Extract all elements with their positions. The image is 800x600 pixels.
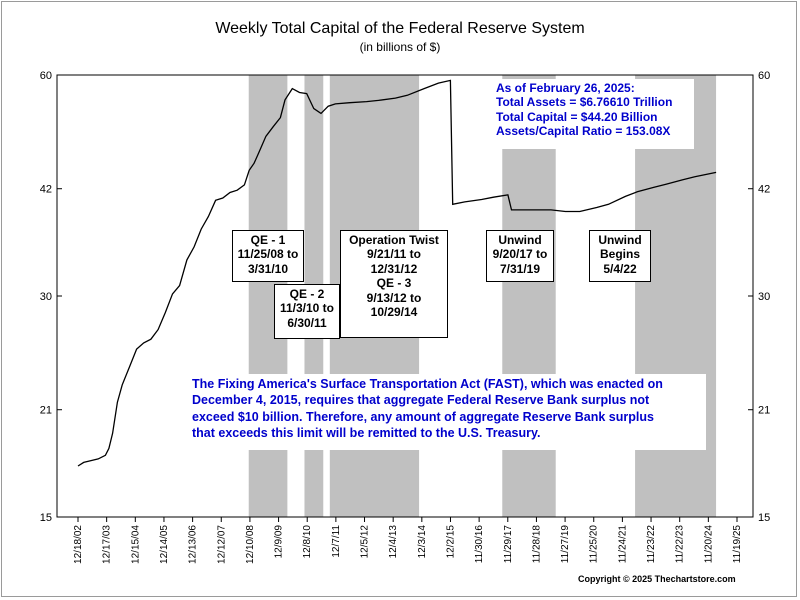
unwind1-line-3: 7/31/19 (499, 261, 541, 276)
x-tick-label: 11/22/23 (675, 525, 686, 564)
twist-line-6: 10/29/14 (370, 304, 418, 319)
as-of-box: As of February 26, 2025: Total Assets = … (492, 79, 694, 149)
x-tick-label: 12/10/08 (245, 525, 256, 564)
qe2-box: QE - 2 11/3/10 to 6/30/11 (274, 284, 340, 339)
fast-line-2: December 4, 2015, requires that aggregat… (192, 393, 650, 408)
fast-act-note: The Fixing America's Surface Transportat… (186, 374, 706, 450)
copyright-text: Copyright © 2025 Thechartstore.com (578, 574, 736, 584)
x-tick-label: 11/30/16 (474, 525, 485, 564)
x-tick-label: 11/23/22 (646, 525, 657, 564)
y-tick-label-left: 21 (40, 405, 52, 417)
chart-title: Weekly Total Capital of the Federal Rese… (215, 20, 585, 37)
unwind1-line-2: 9/20/17 to (492, 247, 548, 262)
unwind2-line-3: 5/4/22 (603, 261, 637, 276)
y-axis-right: 15 21 30 42 60 (748, 70, 770, 524)
x-tick-label: 12/15/04 (130, 525, 141, 564)
y-tick-label-right: 42 (758, 184, 770, 196)
as-of-line-2: Total Assets = $6.76610 Trillion (496, 95, 673, 110)
y-tick-label-left: 15 (40, 512, 52, 524)
x-tick-label: 11/28/18 (531, 525, 542, 564)
x-tick-label: 11/27/19 (560, 525, 571, 564)
x-tick-label: 12/8/10 (302, 525, 313, 559)
x-tick-label: 11/20/24 (703, 525, 714, 564)
x-tick-label: 12/3/14 (417, 525, 428, 559)
unwind2-box: Unwind Begins 5/4/22 (589, 230, 651, 282)
fast-line-4: that exceeds this limit will be remitted… (192, 425, 541, 440)
y-tick-label-right: 15 (758, 512, 770, 524)
twist-line-5: 9/13/12 to (366, 290, 422, 305)
x-tick-label: 12/18/02 (73, 525, 84, 564)
x-tick-label: 11/24/21 (617, 525, 628, 564)
fast-line-1: The Fixing America's Surface Transportat… (192, 377, 663, 391)
series-line-total-capital (77, 79, 717, 467)
unwind2-line-1: Unwind (598, 233, 642, 247)
x-tick-label: 12/14/05 (159, 525, 170, 564)
as-of-line-3: Total Capital = $44.20 Billion (496, 109, 658, 124)
x-tick-label: 11/29/17 (503, 525, 514, 564)
unwind1-line-1: Unwind (498, 233, 542, 247)
qe1-box: QE - 1 11/25/08 to 3/31/10 (232, 230, 304, 282)
twist-line-1: Operation Twist (349, 233, 439, 247)
y-axis-left: 15 21 30 42 60 (40, 70, 62, 524)
y-tick-label-left: 42 (40, 184, 52, 196)
y-tick-label-left: 30 (40, 291, 52, 303)
as-of-line-4: Assets/Capital Ratio = 153.08X (496, 124, 671, 139)
y-tick-label-left: 60 (40, 70, 52, 82)
twist-line-2: 9/21/11 to (366, 247, 422, 262)
qe1-line-1: QE - 1 (250, 233, 286, 247)
qe2-line-3: 6/30/11 (287, 315, 327, 330)
unwind2-line-2: Begins (599, 247, 640, 262)
twist-line-4: QE - 3 (376, 276, 412, 291)
operation-twist-box: Operation Twist 9/21/11 to 12/31/12 QE -… (340, 230, 448, 338)
x-tick-label: 12/12/07 (216, 525, 227, 564)
x-tick-label: 11/19/25 (732, 525, 743, 564)
as-of-line-1: As of February 26, 2025: (496, 81, 635, 95)
x-tick-label: 12/4/13 (388, 525, 399, 559)
fast-line-3: exceed $10 billion. Therefore, any amoun… (192, 409, 654, 424)
twist-line-3: 12/31/12 (370, 261, 418, 276)
x-axis: 12/18/02 12/17/03 12/15/04 12/14/05 12/13/06… (73, 517, 743, 564)
x-tick-label: 12/13/06 (188, 525, 199, 564)
y-tick-label-right: 21 (758, 405, 770, 417)
y-tick-label-right: 30 (758, 291, 770, 303)
qe2-line-2: 11/3/10 to (279, 301, 335, 316)
x-tick-label: 12/2/15 (445, 525, 456, 559)
qe1-line-2: 11/25/08 to (237, 247, 299, 262)
x-tick-label: 11/25/20 (589, 525, 600, 564)
x-tick-label: 12/9/09 (274, 525, 285, 559)
x-tick-label: 12/7/11 (331, 525, 342, 558)
x-tick-label: 12/17/03 (102, 525, 113, 564)
qe2-line-1: QE - 2 (289, 287, 325, 301)
unwind1-box: Unwind 9/20/17 to 7/31/19 (486, 230, 554, 282)
y-tick-label-right: 60 (758, 70, 770, 82)
chart-subtitle: (in billions of $) (359, 40, 441, 54)
x-tick-label: 12/5/12 (360, 525, 371, 559)
qe1-line-3: 3/31/10 (247, 261, 289, 276)
